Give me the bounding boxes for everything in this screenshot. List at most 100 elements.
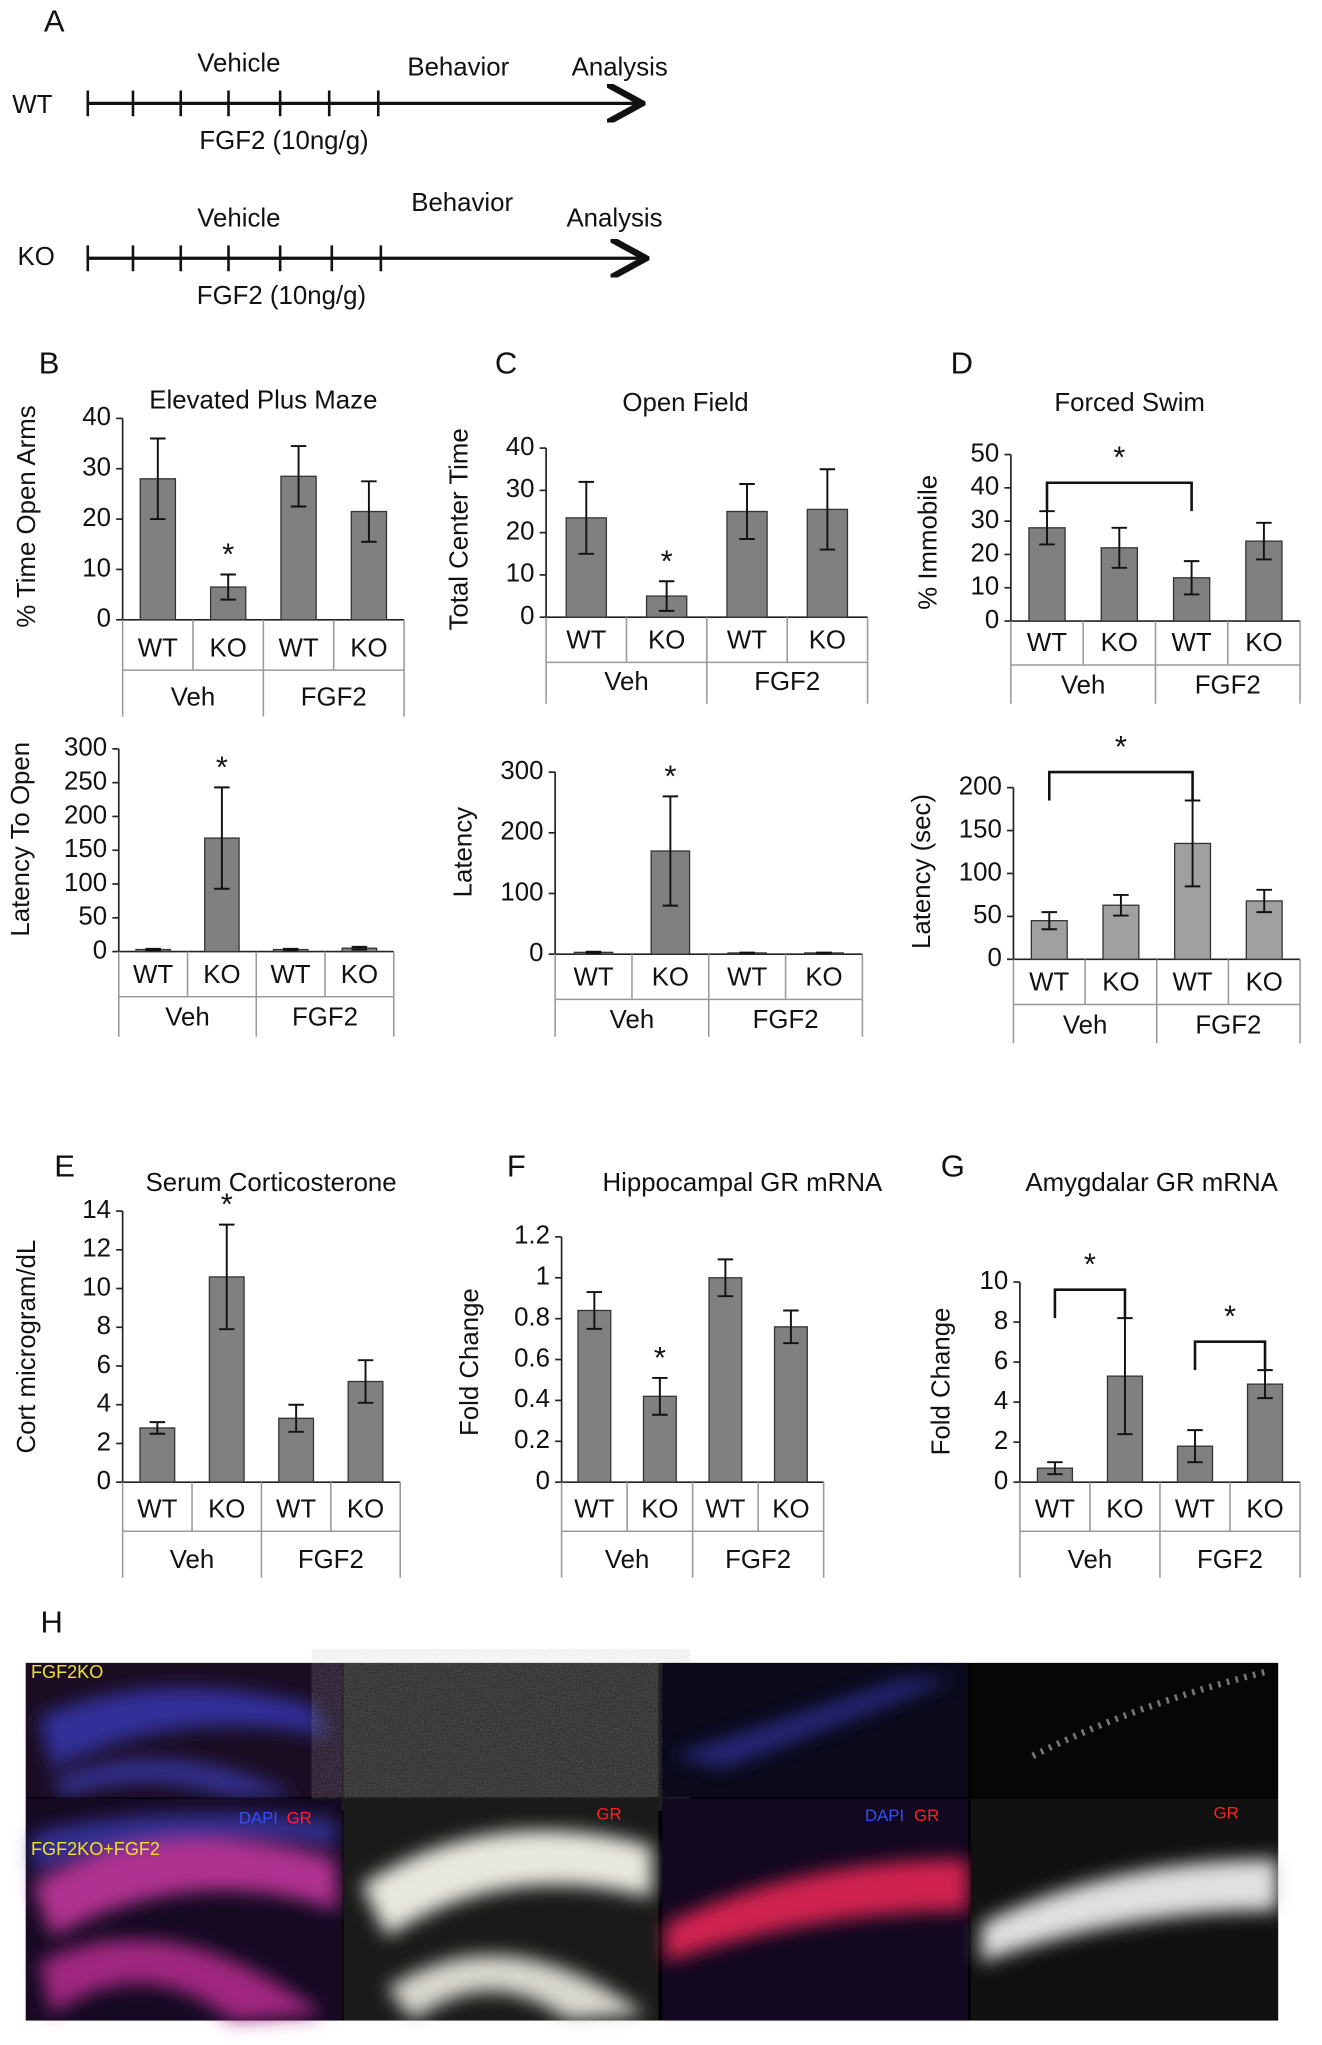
y-tick-label: 0	[97, 605, 111, 633]
y-tick-label: 6	[994, 1347, 1008, 1375]
micrograph-signal	[671, 1678, 956, 1769]
error-bar	[816, 951, 832, 955]
error-bar	[717, 1258, 734, 1298]
x-tick-label: WT	[727, 627, 767, 655]
x-tick-label: WT	[133, 961, 173, 989]
y-tick-label: 200	[500, 818, 543, 846]
behavior-label: Behavior	[411, 189, 513, 217]
significance-label: *	[222, 537, 234, 572]
chart-title: Serum Corticosterone	[146, 1169, 397, 1197]
x-tick-label: WT	[574, 1495, 614, 1523]
error-bar	[218, 1223, 235, 1331]
y-tick-label: 0.8	[514, 1303, 550, 1331]
micrograph-row-2	[25, 1798, 1279, 2021]
error-bar	[357, 1359, 374, 1404]
group-label: Veh	[165, 1004, 210, 1032]
significance-bracket	[1053, 1288, 1127, 1319]
micrograph-signal	[361, 1830, 652, 2021]
x-tick-label: KO	[648, 627, 685, 655]
group-label: Veh	[171, 683, 216, 711]
significance-label: *	[661, 543, 673, 578]
y-tick-label: 0	[994, 1467, 1008, 1495]
y-axis-label: Total Center Time	[446, 428, 474, 630]
x-tick-label: WT	[1027, 629, 1067, 657]
y-tick-label: 4	[97, 1390, 111, 1418]
y-axis-label: Latency (sec)	[908, 794, 936, 949]
significance-label: *	[664, 759, 676, 794]
y-tick-label: 0	[987, 944, 1001, 972]
error-bar	[1113, 893, 1129, 917]
analysis-label: Analysis	[572, 53, 668, 81]
x-tick-label: KO	[210, 634, 247, 662]
error-bar	[145, 947, 161, 952]
y-tick-label: 40	[506, 433, 535, 461]
y-tick-label: 8	[994, 1307, 1008, 1335]
group-label: KO	[18, 243, 55, 271]
significance-label: *	[1224, 1299, 1236, 1334]
error-bar	[1256, 521, 1272, 561]
error-bar	[214, 786, 230, 890]
group-label: FGF2	[753, 1006, 819, 1034]
y-tick-label: 0.6	[514, 1344, 550, 1372]
group-label: Veh	[1061, 672, 1106, 700]
micrograph	[970, 1662, 1279, 1798]
y-tick-label: 40	[82, 403, 111, 431]
panel-letter: B	[39, 346, 60, 381]
significance-label: *	[216, 750, 228, 785]
micrograph-texture	[343, 1662, 659, 1798]
panel-a: A WT Vehicle Behavior Analysis FGF2 (10n…	[12, 4, 668, 310]
y-tick-label: 250	[64, 767, 107, 795]
x-tick-label: KO	[1245, 629, 1282, 657]
chart-title: Amygdalar GR mRNA	[1025, 1169, 1278, 1197]
y-tick-label: 50	[78, 903, 107, 931]
x-tick-label: KO	[1246, 969, 1283, 997]
error-bar	[658, 580, 675, 612]
error-bar	[652, 1376, 668, 1416]
micrograph-row-1	[25, 1662, 1279, 1798]
y-tick-label: 0.4	[514, 1385, 550, 1413]
analysis-label: Analysis	[566, 204, 662, 232]
error-bar	[290, 445, 307, 508]
micrograph-signal	[32, 1813, 339, 2021]
x-tick-label: KO	[350, 634, 387, 662]
group-label: Veh	[1063, 1011, 1108, 1039]
y-tick-label: 2	[994, 1427, 1008, 1455]
x-tick-label: KO	[641, 1495, 678, 1523]
y-tick-label: 4	[994, 1387, 1008, 1415]
stain-label: GR	[287, 1809, 312, 1828]
y-tick-label: 0.2	[514, 1426, 550, 1454]
y-tick-label: 100	[959, 858, 1002, 886]
error-bar	[282, 947, 299, 952]
y-tick-label: 20	[971, 539, 1000, 567]
treatment-label: FGF2 (10ng/g)	[197, 282, 366, 310]
row-label: FGF2KO+FGF2	[31, 1839, 160, 1859]
micrograph-signal	[1031, 1668, 1266, 1759]
stain-label: GR	[914, 1806, 939, 1825]
group-label: FGF2	[754, 668, 820, 696]
x-tick-label: WT	[278, 634, 318, 662]
y-tick-label: 50	[973, 901, 1002, 929]
y-tick-label: 100	[64, 869, 107, 897]
y-axis-label: % Immobile	[914, 475, 942, 610]
error-bar	[586, 1291, 603, 1330]
group-label: Veh	[610, 1006, 655, 1034]
error-bar	[361, 480, 377, 543]
x-tick-label: KO	[652, 964, 689, 992]
x-tick-label: KO	[772, 1495, 809, 1523]
y-tick-label: 6	[97, 1351, 111, 1379]
x-tick-label: WT	[566, 627, 606, 655]
x-tick-label: KO	[1246, 1495, 1283, 1523]
group-label: FGF2	[292, 1004, 358, 1032]
y-tick-label: 100	[500, 878, 543, 906]
chart-title: Forced Swim	[1054, 389, 1205, 417]
micrograph-signal	[38, 1687, 330, 1798]
error-bar	[783, 1309, 799, 1345]
group-label: Veh	[1068, 1546, 1113, 1574]
panel-letter: A	[44, 4, 65, 39]
bar-chart: F Hippocampal GR mRNA Fold Change 0 0.2 0.4 0.…	[456, 1149, 883, 1578]
vehicle-label: Vehicle	[197, 49, 280, 77]
bar	[139, 1427, 176, 1483]
panel-letter: H	[40, 1604, 62, 1639]
